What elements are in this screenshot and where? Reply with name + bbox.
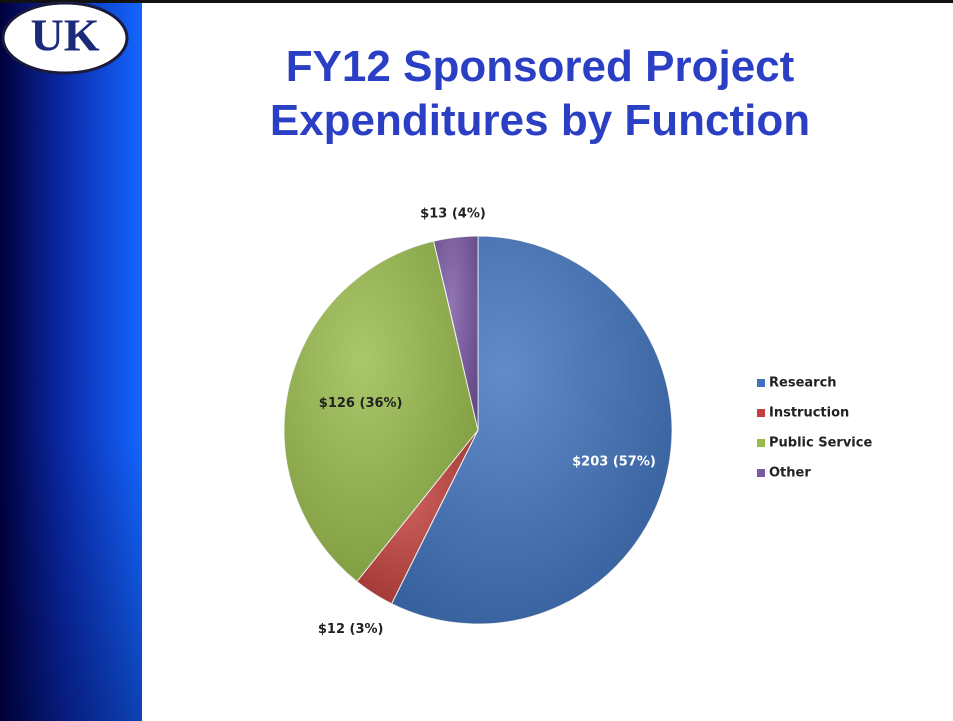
top-border [0,0,953,3]
legend: Research Instruction Public Service Other [757,376,872,481]
labels: $203 (57%) $12 (3%) $126 (36%) $13 (4%) [318,207,656,637]
data-label: $203 (57%) [572,454,656,469]
logo: UK [31,10,100,61]
legend-label: Public Service [769,436,872,451]
legend-label: Other [769,466,811,481]
data-label: $126 (36%) [319,396,403,411]
logo-oval [1,1,129,75]
legend-swatch [757,469,765,477]
chart-title: FY12 Sponsored Project Expenditures by F… [269,42,811,145]
legend-swatch [757,379,765,387]
legend-label: Instruction [769,406,849,421]
legend-swatch [757,439,765,447]
legend-label: Research [769,376,837,391]
data-label: $12 (3%) [318,622,384,637]
sidebar [0,3,142,721]
legend-swatch [757,409,765,417]
data-label: $13 (4%) [420,207,486,222]
pie [283,235,673,625]
